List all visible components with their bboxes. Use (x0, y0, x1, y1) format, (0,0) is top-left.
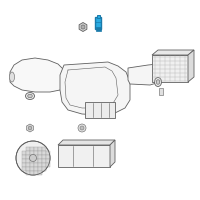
Polygon shape (28, 126, 32, 130)
Bar (42, 155, 46, 158)
Polygon shape (81, 25, 85, 29)
Polygon shape (152, 50, 194, 55)
Bar (46, 159, 50, 162)
Bar (58, 145, 110, 167)
Bar (34, 159, 38, 162)
Bar (34, 167, 38, 170)
Bar (34, 163, 38, 166)
Bar (34, 147, 38, 150)
Bar (38, 163, 42, 166)
Ellipse shape (10, 72, 14, 82)
Bar (22, 159, 26, 162)
Bar (42, 163, 46, 166)
Bar (26, 171, 30, 174)
Bar (96, 27, 101, 31)
Bar (38, 171, 42, 174)
Bar (85, 102, 115, 118)
Polygon shape (79, 22, 87, 31)
Ellipse shape (26, 92, 35, 99)
Bar (30, 155, 34, 158)
Bar (26, 155, 30, 158)
Bar (42, 151, 46, 154)
Bar (30, 159, 34, 162)
Bar (46, 155, 50, 158)
Ellipse shape (78, 124, 86, 132)
Ellipse shape (154, 77, 162, 86)
Bar (26, 163, 30, 166)
Bar (38, 151, 42, 154)
Bar (34, 151, 38, 154)
Bar (22, 155, 26, 158)
Bar (38, 155, 42, 158)
Ellipse shape (28, 94, 32, 98)
Ellipse shape (80, 126, 84, 130)
Bar (42, 159, 46, 162)
Bar (159, 88, 163, 95)
Circle shape (30, 154, 36, 162)
Bar (38, 159, 42, 162)
Bar (46, 151, 50, 154)
Bar (30, 163, 34, 166)
Polygon shape (128, 64, 163, 85)
Bar (34, 171, 38, 174)
Bar (22, 163, 26, 166)
Bar (26, 147, 30, 150)
Polygon shape (110, 140, 115, 167)
Bar (30, 147, 34, 150)
Polygon shape (27, 124, 33, 132)
Bar (42, 147, 46, 150)
Bar (34, 155, 38, 158)
Polygon shape (60, 62, 130, 115)
Bar (26, 151, 30, 154)
Bar (26, 167, 30, 170)
Bar (22, 151, 26, 154)
Bar (26, 159, 30, 162)
Bar (30, 171, 34, 174)
Polygon shape (10, 58, 66, 92)
Circle shape (16, 141, 50, 175)
Polygon shape (58, 140, 115, 145)
Polygon shape (188, 50, 194, 82)
Bar (30, 167, 34, 170)
Ellipse shape (156, 80, 160, 84)
Bar (38, 147, 42, 150)
Bar (95, 17, 101, 29)
Bar (38, 167, 42, 170)
Bar (30, 151, 34, 154)
Bar (96, 15, 100, 18)
Bar (46, 163, 50, 166)
Bar (42, 167, 46, 170)
Polygon shape (152, 55, 188, 82)
Bar (22, 167, 26, 170)
